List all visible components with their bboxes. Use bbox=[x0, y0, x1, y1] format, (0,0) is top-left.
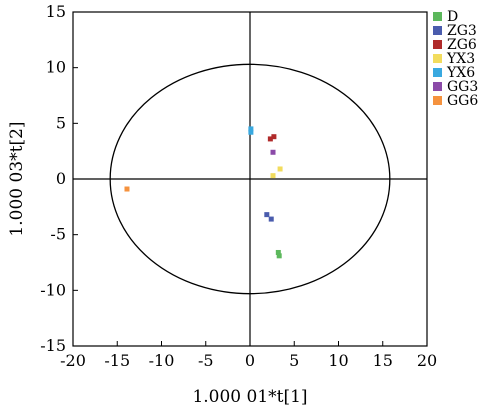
y-tick-label: 5 bbox=[56, 113, 66, 132]
x-tick-label: 15 bbox=[373, 351, 393, 370]
y-axis-title: 1.000 03*t[2] bbox=[7, 121, 27, 236]
legend-label-gg6: GG6 bbox=[447, 93, 478, 109]
x-tick-label: 10 bbox=[328, 351, 348, 370]
y-tick-label: 10 bbox=[46, 58, 66, 77]
data-point-gg3 bbox=[270, 149, 276, 155]
data-point-zg6 bbox=[271, 134, 277, 140]
y-tick-label: 0 bbox=[56, 169, 66, 188]
legend-label-yx6: YX6 bbox=[446, 65, 475, 81]
y-tick-label: 15 bbox=[46, 2, 66, 21]
y-tick-label: -15 bbox=[40, 336, 66, 355]
legend-swatch-yx6 bbox=[433, 68, 442, 77]
data-point-yx6 bbox=[248, 126, 254, 132]
x-axis-title: 1.000 01*t[1] bbox=[192, 387, 307, 407]
legend-swatch-gg3 bbox=[433, 82, 442, 91]
confidence-ellipse bbox=[109, 63, 391, 295]
legend-swatch-zg3 bbox=[433, 26, 442, 35]
x-tick-label: -15 bbox=[104, 351, 130, 370]
x-tick-label: 20 bbox=[417, 351, 437, 370]
x-tick-label: -10 bbox=[149, 351, 175, 370]
legend-swatch-zg6 bbox=[433, 40, 442, 49]
zero-axis-lines bbox=[73, 12, 427, 346]
data-point-gg6 bbox=[124, 186, 130, 192]
data-point-d bbox=[275, 249, 281, 255]
data-point-zg6 bbox=[267, 136, 273, 142]
y-tick-label: -10 bbox=[40, 280, 66, 299]
data-point-d bbox=[276, 253, 282, 259]
legend-label-gg3: GG3 bbox=[447, 79, 478, 95]
legend-swatch-gg6 bbox=[433, 96, 442, 105]
data-point-zg3 bbox=[264, 212, 270, 218]
data-point-yx3 bbox=[270, 173, 276, 179]
x-tick-label: 5 bbox=[289, 351, 299, 370]
legend-swatch-d bbox=[433, 12, 442, 21]
legend-label-zg3: ZG3 bbox=[447, 23, 477, 39]
legend-label-yx3: YX3 bbox=[446, 51, 475, 67]
legend-label-d: D bbox=[447, 9, 458, 25]
x-tick-label: 0 bbox=[245, 351, 255, 370]
y-tick-label: -5 bbox=[50, 225, 66, 244]
data-point-yx3 bbox=[277, 166, 283, 172]
x-tick-label: -20 bbox=[60, 351, 86, 370]
hotelling-ellipse bbox=[109, 63, 391, 295]
legend-swatch-yx3 bbox=[433, 54, 442, 63]
data-point-yx6 bbox=[248, 129, 254, 135]
x-tick-label: -5 bbox=[198, 351, 214, 370]
legend-label-zg6: ZG6 bbox=[447, 37, 477, 53]
data-point-zg3 bbox=[268, 216, 274, 222]
data-points bbox=[124, 126, 283, 259]
